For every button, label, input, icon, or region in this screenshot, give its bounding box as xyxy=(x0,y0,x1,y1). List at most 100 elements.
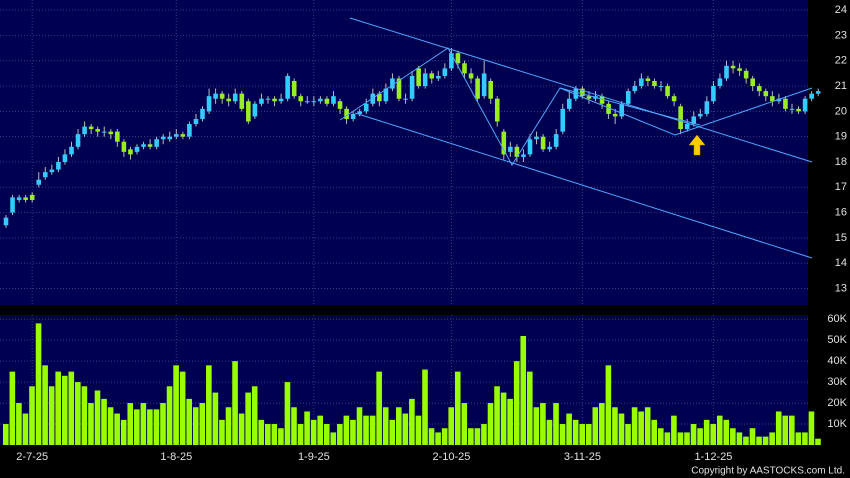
candle-body xyxy=(776,98,782,102)
volume-bar xyxy=(782,415,789,445)
volume-bar xyxy=(664,432,671,445)
volume-bar xyxy=(3,424,9,445)
candle-body xyxy=(10,197,15,213)
candle-body xyxy=(193,118,199,125)
volume-bar xyxy=(572,419,579,445)
trend-line xyxy=(349,17,813,163)
volume-bar xyxy=(775,411,782,445)
candle-body xyxy=(691,116,697,125)
candle-body xyxy=(232,93,238,102)
candle-body xyxy=(3,217,9,226)
volume-bar xyxy=(644,407,651,445)
volume-bar xyxy=(219,419,225,445)
y-tick-label: 23 xyxy=(835,29,847,41)
x-tick-label: 1-12-25 xyxy=(694,451,732,463)
trend-line xyxy=(339,47,813,166)
y-tick-label: 20 xyxy=(835,105,847,117)
candle-body xyxy=(560,108,566,132)
candle-body xyxy=(180,134,186,137)
candle-body xyxy=(69,146,74,155)
candle-body xyxy=(160,136,166,140)
volume-bar xyxy=(415,415,422,445)
candle-body xyxy=(429,73,435,79)
candle-body xyxy=(770,96,775,102)
volume-bar xyxy=(468,428,474,445)
candle-body xyxy=(527,139,533,155)
candle-body xyxy=(147,144,153,147)
volume-bar xyxy=(350,419,356,445)
volume-bar xyxy=(579,424,585,445)
candle-body xyxy=(481,73,487,97)
volume-bar xyxy=(16,403,22,445)
candle-body xyxy=(29,194,35,200)
candle-body xyxy=(246,101,251,122)
copyright: Copyright by AASTOCKS.com Ltd. xyxy=(691,466,845,477)
volume-bar xyxy=(206,365,212,445)
volume-bar xyxy=(559,424,566,445)
volume-bar xyxy=(297,424,304,445)
volume-bar xyxy=(618,413,625,445)
y-tick-label: 60K xyxy=(827,313,847,325)
volume-bar xyxy=(605,365,612,445)
volume-bar xyxy=(251,386,258,445)
volume-bar xyxy=(802,432,808,445)
candle-body xyxy=(704,101,710,114)
volume-bar xyxy=(769,432,775,445)
candle-body xyxy=(743,70,749,79)
trend-line xyxy=(559,87,701,126)
volume-bar xyxy=(68,371,75,445)
volume-bar xyxy=(382,407,389,445)
candle-body xyxy=(671,96,677,102)
volume-bar xyxy=(134,409,140,445)
volume-bar xyxy=(815,438,821,445)
volume-bar xyxy=(192,407,199,445)
volume-bar xyxy=(323,424,330,445)
candle-body xyxy=(206,96,212,112)
volume-bar xyxy=(677,432,684,445)
candle-body xyxy=(43,172,48,178)
candle-body xyxy=(632,86,638,92)
volume-bar xyxy=(808,411,815,445)
y-tick-label: 18 xyxy=(835,156,847,168)
volume-bar xyxy=(88,403,94,445)
volume-bar xyxy=(245,392,251,445)
candle-body xyxy=(56,161,61,170)
candle-body xyxy=(606,103,611,114)
trend-line xyxy=(354,112,813,259)
volume-bar xyxy=(756,436,762,445)
volume-bar xyxy=(166,386,173,445)
x-tick-label: 2-10-25 xyxy=(432,451,470,463)
candle-body xyxy=(711,86,716,102)
candle-body xyxy=(815,91,821,94)
volume-bar xyxy=(638,411,644,445)
candle-body xyxy=(737,68,742,71)
y-tick-label: 19 xyxy=(835,131,847,143)
candle-body xyxy=(213,93,218,99)
x-tick-label: 3-11-25 xyxy=(564,451,601,463)
volume-bar xyxy=(730,428,736,445)
marks xyxy=(3,48,821,445)
volume-bar xyxy=(716,415,723,445)
volume-bar xyxy=(55,371,61,445)
candle-body xyxy=(665,86,670,97)
candle-body xyxy=(377,93,382,102)
candle-body xyxy=(82,126,87,135)
volume-bar xyxy=(507,398,513,445)
volume-bar xyxy=(599,403,605,445)
candle-body xyxy=(619,103,624,117)
volume-bar xyxy=(369,415,376,445)
candle-body xyxy=(62,154,68,162)
volume-bar xyxy=(22,413,29,445)
volume-bar xyxy=(127,403,134,445)
volume-bar xyxy=(743,436,749,445)
candle-body xyxy=(724,65,729,79)
candle-body xyxy=(272,98,277,102)
y-tick-label: 40K xyxy=(827,355,847,367)
candle-body xyxy=(730,65,736,69)
candle-body xyxy=(534,136,539,140)
volume-bar xyxy=(291,407,297,445)
volume-bar xyxy=(29,386,35,445)
candle-body xyxy=(259,98,264,104)
candle-body xyxy=(789,108,795,110)
volume-bar xyxy=(271,424,278,445)
